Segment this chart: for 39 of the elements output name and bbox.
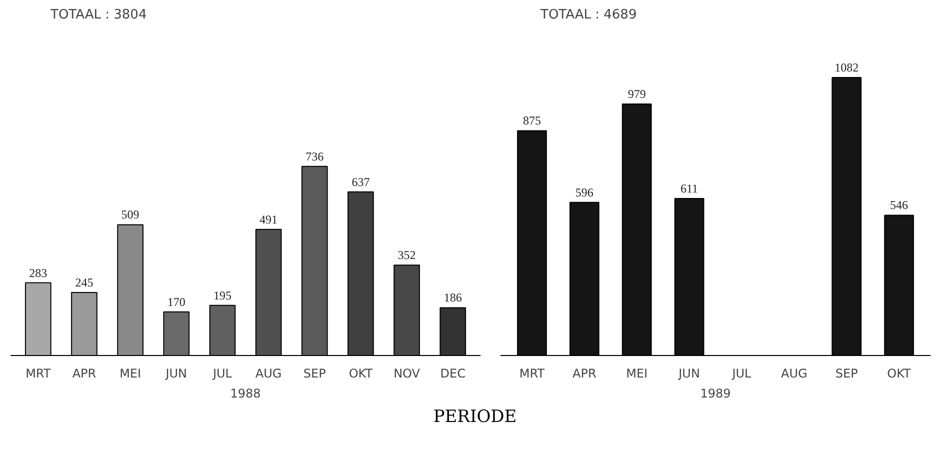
data-label: 637 xyxy=(352,174,370,189)
data-label: 491 xyxy=(260,212,278,226)
x-tick-label: APR xyxy=(72,366,96,380)
x-tick-label: JUL xyxy=(212,366,232,380)
x-tick-label: SEP xyxy=(303,366,326,380)
data-label: 979 xyxy=(628,86,646,101)
x-tick-label: AUG xyxy=(781,366,808,380)
x-axis-title: 1988 xyxy=(230,386,261,400)
data-label: 736 xyxy=(306,149,324,164)
x-axis-title: 1989 xyxy=(700,386,731,400)
data-label: 195 xyxy=(213,288,232,302)
data-label: 170 xyxy=(167,294,186,309)
data-label: 283 xyxy=(29,266,48,280)
chart-title: TOTAAL : 3804 xyxy=(50,8,147,22)
x-tick-label: OKT xyxy=(348,366,374,380)
text: PERIODE xyxy=(433,406,517,429)
data-label: 546 xyxy=(890,198,908,212)
x-tick-label: NOV xyxy=(394,366,421,380)
data-label: 875 xyxy=(522,114,541,128)
x-tick-label: JUL xyxy=(731,366,752,380)
x-tick-label: MRT xyxy=(519,366,546,380)
x-tick-label: JUN xyxy=(164,366,188,380)
x-tick-label: JUN xyxy=(678,366,700,380)
data-label: 245 xyxy=(75,276,94,290)
x-tick-label: DEC xyxy=(440,366,466,380)
data-label: 352 xyxy=(398,248,416,262)
x-tick-label: MEI xyxy=(120,366,142,380)
x-tick-label: APR xyxy=(572,366,596,380)
x-tick-label: MRT xyxy=(26,366,52,380)
x-tick-label: OKT xyxy=(887,366,912,380)
data-label: 1082 xyxy=(834,60,859,75)
data-label: 611 xyxy=(680,182,698,196)
chart-title: TOTAAL : 4689 xyxy=(540,8,637,22)
x-tick-label: SEP xyxy=(835,366,858,380)
x-tick-label: AUG xyxy=(255,366,282,380)
x-tick-label: MEI xyxy=(626,366,648,380)
data-label: 596 xyxy=(575,185,594,200)
data-label: 186 xyxy=(444,290,462,305)
data-label: 509 xyxy=(121,208,140,222)
